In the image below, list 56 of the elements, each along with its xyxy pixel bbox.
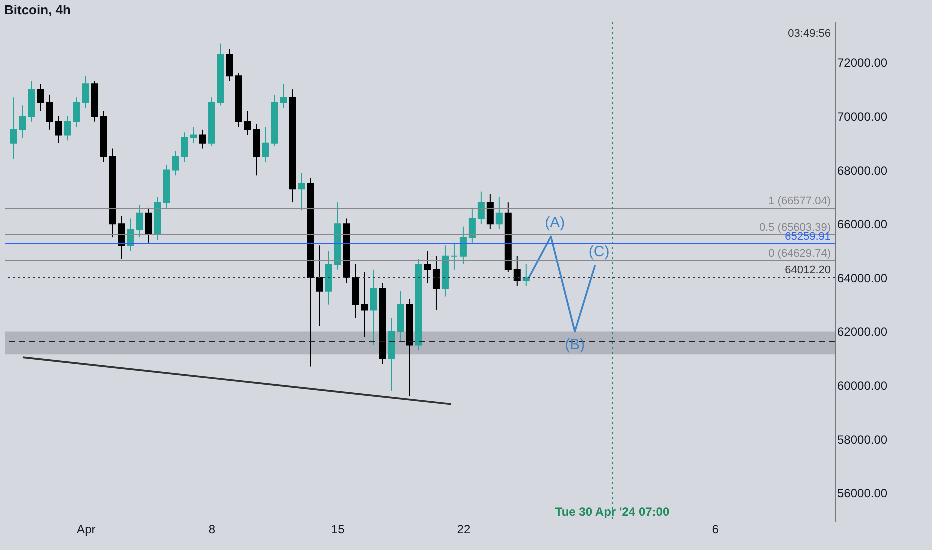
x-tick-label: 15	[331, 522, 346, 536]
y-tick-label: 72000.00	[838, 56, 888, 70]
candlestick	[118, 216, 126, 260]
y-tick-label: 68000.00	[838, 164, 888, 178]
y-tick-label: 58000.00	[838, 432, 888, 447]
candlestick	[10, 97, 18, 160]
candlestick	[199, 129, 206, 150]
y-tick-label: 60000.00	[838, 379, 888, 394]
candlestick	[280, 84, 288, 109]
candlestick	[37, 84, 44, 112]
y-tick-label: 70000.00	[838, 110, 888, 124]
candlestick	[46, 94, 54, 130]
candlestick	[190, 126, 198, 144]
chart-title: Bitcoin, 4h	[4, 2, 72, 18]
candlestick	[316, 245, 324, 327]
y-tick-label: 66000.00	[838, 218, 888, 232]
candlestick	[514, 256, 521, 286]
candlestick	[181, 132, 188, 163]
candlestick	[82, 76, 90, 109]
candlestick	[486, 194, 494, 230]
ref-line-label: Tue 30 Apr '24 07:00	[555, 505, 670, 519]
candlestick	[298, 172, 306, 212]
candlestick	[450, 242, 458, 270]
annotation: (A)	[545, 214, 566, 232]
ref-line-label: 0 (64629.74)	[768, 248, 831, 260]
candlestick	[172, 150, 180, 176]
ref-line-label: 0.5 (65603.39)	[759, 222, 831, 234]
candlestick	[432, 256, 440, 311]
y-tick-label: 64000.00	[838, 271, 888, 286]
candlestick	[424, 250, 431, 284]
candlestick	[145, 207, 152, 244]
ref-line-label: 1 (66577.04)	[768, 196, 831, 208]
candlestick	[262, 126, 270, 163]
candlestick	[460, 226, 467, 265]
candlestick	[478, 191, 485, 225]
candlestick	[55, 116, 62, 144]
candlestick	[226, 48, 234, 82]
candlestick	[244, 110, 252, 136]
y-tick-label: 56000.00	[838, 486, 888, 501]
candlestick	[496, 196, 503, 230]
candlestick	[19, 105, 26, 138]
x-tick-label: Apr	[77, 522, 96, 536]
candlestick	[361, 272, 368, 338]
y-tick-label: 62000.00	[838, 325, 888, 340]
x-tick-label: 22	[457, 522, 471, 536]
candlestick	[370, 269, 378, 346]
candlestick	[136, 204, 144, 238]
candlestick	[468, 207, 476, 244]
x-tick-label: 8	[208, 522, 216, 536]
ref-line-label: 64012.20	[785, 264, 831, 277]
annotation: 03:49:56	[788, 28, 831, 40]
x-tick-label: 6	[712, 522, 720, 536]
candlestick	[64, 116, 72, 142]
candlestick	[73, 97, 80, 128]
ref-line-label: 65259.91	[785, 231, 831, 244]
annotation: (C)	[588, 244, 610, 261]
